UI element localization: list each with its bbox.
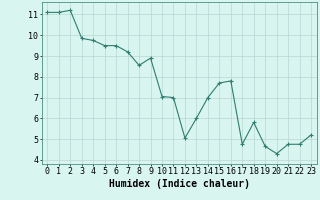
X-axis label: Humidex (Indice chaleur): Humidex (Indice chaleur) xyxy=(109,179,250,189)
